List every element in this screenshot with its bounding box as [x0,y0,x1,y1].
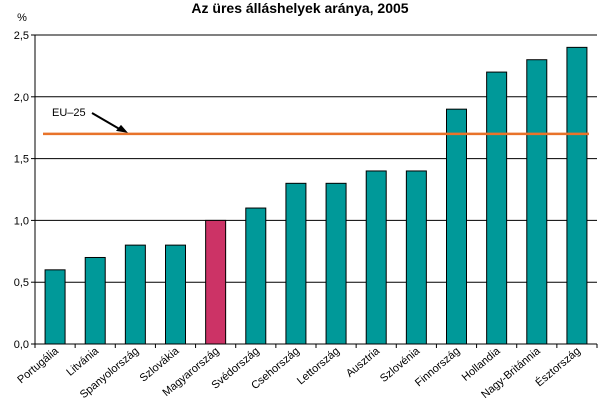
annotation-arrow-line [91,112,122,131]
x-category-label: Finnország [413,345,462,389]
bar-4 [165,244,186,345]
bar-3 [124,244,146,345]
axes [34,35,597,345]
x-category-label: Észtország [533,344,583,389]
reference-line-group: EU–25 [43,107,589,136]
bar-2 [84,256,106,345]
y-tick-label: 0,5 [14,277,29,289]
bar-13 [526,59,548,345]
bar-5 [205,219,227,345]
chart-title: Az üres álláshelyek aránya, 2005 [191,0,409,16]
bar-14 [566,46,588,345]
gridlines [35,34,597,283]
bar-6 [245,207,267,345]
y-tick-label: 1,0 [14,215,29,227]
y-tick-label: 2,5 [14,30,29,42]
y-axis-unit-label: % [17,12,27,24]
bar-12 [486,71,508,345]
bar-7 [285,182,307,345]
bars [44,46,588,345]
x-axis-labels: Portugália LitvániaSpanyolországSzlovákia… [15,344,598,400]
bar-1 [44,269,66,345]
bar-11 [446,108,467,345]
bar-9 [365,170,387,345]
bar-10 [405,170,427,345]
y-tick-label: 1,5 [14,154,29,166]
y-axis-ticks: 0,0 0,5 1,0 1,5 2,0 2,5 [14,30,35,351]
x-category-label: Litvánia [64,345,101,379]
x-category-label: Ausztria [344,345,383,380]
reference-line-label: EU–25 [52,107,86,119]
y-tick-label: 0,0 [14,339,29,351]
bar-8 [325,182,347,345]
y-tick-label: 2,0 [14,92,29,104]
x-category-label: Lettország [295,345,342,387]
annotation-arrowhead [116,124,128,133]
